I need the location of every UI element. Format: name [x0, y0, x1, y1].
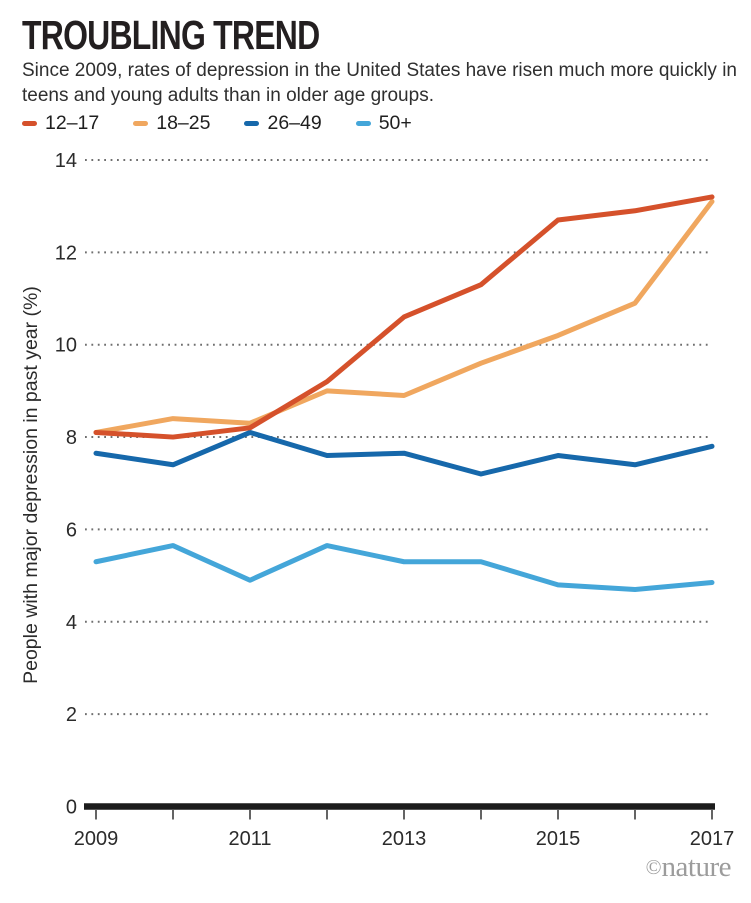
series-line-26–49 [93, 429, 715, 477]
chart-subtitle: Since 2009, rates of depression in the U… [22, 60, 737, 107]
nature-logo-text: nature [661, 851, 732, 883]
legend-label-12–17: 12–17 [45, 112, 100, 134]
legend-swatch-12–17 [22, 121, 37, 126]
y-tick-label-14: 14 [55, 150, 77, 172]
y-tick-label-2: 2 [66, 704, 77, 726]
legend-item-50+: 50+ [355, 112, 412, 135]
legend-label-50+: 50+ [378, 112, 412, 134]
legend-label-26–49: 26–49 [267, 112, 322, 134]
y-tick-label-0: 0 [66, 797, 77, 819]
legend-swatch-50+ [355, 121, 371, 126]
y-tick-label-10: 10 [55, 335, 77, 357]
y-tick-label-8: 8 [66, 427, 77, 449]
x-tick-label-2009: 2009 [74, 828, 119, 850]
series-line-50+ [93, 543, 715, 592]
chart-legend: 12–17 18–25 26–49 50+ [22, 112, 412, 135]
x-tick-label-2013: 2013 [382, 828, 427, 850]
x-tick-label-2015: 2015 [536, 828, 581, 850]
legend-item-18–25: 18–25 [133, 112, 210, 135]
y-axis-title: People with major depression in past yea… [20, 286, 42, 684]
x-tick-label-2017: 2017 [690, 828, 735, 850]
legend-item-12–17: 12–17 [22, 112, 99, 135]
y-tick-label-6: 6 [66, 519, 77, 541]
y-tick-label-4: 4 [66, 612, 77, 634]
chart-title: TROUBLING TREND [22, 12, 320, 58]
nature-watermark: ©nature [645, 851, 732, 884]
y-tick-label-12: 12 [55, 242, 77, 264]
legend-swatch-18–25 [133, 121, 149, 126]
legend-swatch-26–49 [244, 121, 260, 126]
series-line-12–17 [93, 194, 715, 440]
series-line-18–25 [93, 199, 715, 435]
legend-label-18–25: 18–25 [156, 112, 211, 134]
legend-item-26–49: 26–49 [244, 112, 322, 135]
copyright-symbol: © [645, 855, 662, 879]
x-tick-label-2011: 2011 [228, 828, 271, 850]
